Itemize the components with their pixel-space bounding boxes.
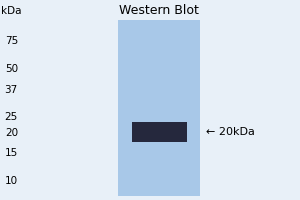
Bar — [132, 122, 187, 142]
Text: ← 20kDa: ← 20kDa — [206, 127, 255, 137]
Text: kDa: kDa — [1, 6, 21, 16]
Bar — [118, 20, 200, 196]
Title: Western Blot: Western Blot — [119, 4, 199, 17]
